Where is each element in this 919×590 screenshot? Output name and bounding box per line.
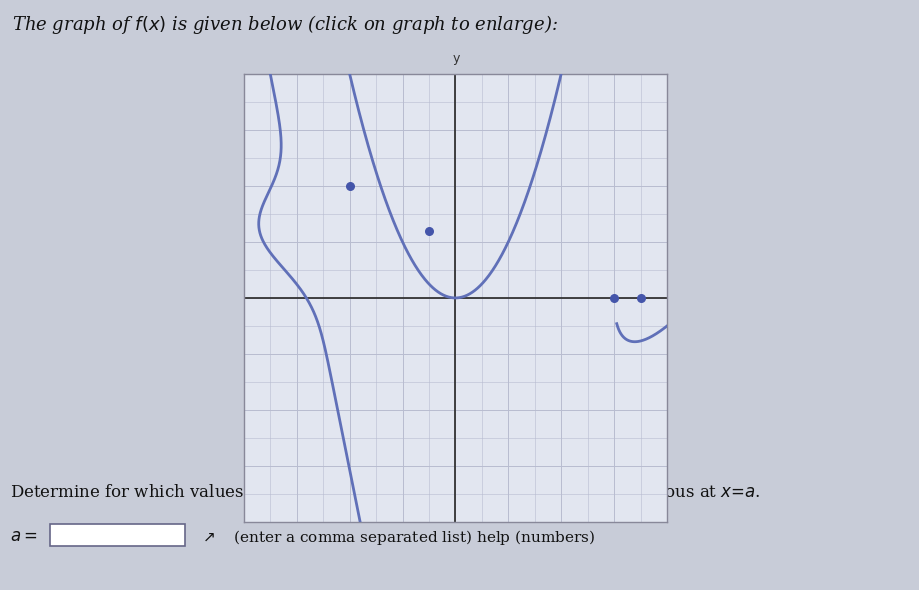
Text: y: y bbox=[452, 53, 460, 65]
Point bbox=[632, 293, 647, 303]
Text: $\nearrow$   (enter a comma separated list) help (numbers): $\nearrow$ (enter a comma separated list… bbox=[199, 528, 595, 547]
Point bbox=[421, 226, 436, 235]
Text: Determine for which values of $x = a$ the limit $\lim_{x \to a} f(x)$ exists but: Determine for which values of $x = a$ th… bbox=[10, 482, 760, 510]
Point bbox=[607, 293, 621, 303]
Point bbox=[342, 181, 357, 191]
Text: The graph of $f(x)$ is given below (click on graph to enlarge):: The graph of $f(x)$ is given below (clic… bbox=[12, 13, 558, 36]
FancyBboxPatch shape bbox=[50, 524, 185, 546]
Text: $a =$: $a =$ bbox=[10, 528, 38, 545]
